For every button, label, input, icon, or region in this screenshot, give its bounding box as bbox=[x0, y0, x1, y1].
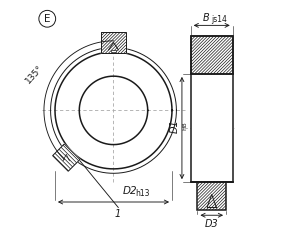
Bar bbox=[191, 36, 233, 74]
Polygon shape bbox=[101, 32, 126, 53]
Bar bbox=[198, 182, 226, 210]
Text: 1: 1 bbox=[115, 209, 121, 219]
Text: js14: js14 bbox=[211, 15, 226, 24]
Text: E: E bbox=[44, 14, 51, 24]
Bar bbox=[111, 50, 116, 52]
Bar bbox=[101, 32, 126, 53]
Bar bbox=[191, 36, 233, 74]
Bar bbox=[198, 182, 226, 210]
Polygon shape bbox=[191, 74, 233, 182]
Polygon shape bbox=[53, 144, 80, 171]
Text: B: B bbox=[203, 13, 210, 23]
Text: h13: h13 bbox=[136, 189, 150, 198]
Text: D2: D2 bbox=[122, 186, 137, 196]
Bar bbox=[101, 32, 126, 53]
Text: D1: D1 bbox=[170, 119, 180, 133]
Bar bbox=[101, 32, 126, 53]
Bar bbox=[191, 36, 233, 182]
Polygon shape bbox=[53, 144, 80, 171]
Text: D3: D3 bbox=[205, 218, 219, 229]
Bar bbox=[198, 182, 226, 210]
Bar bbox=[191, 36, 233, 74]
Text: 135°: 135° bbox=[23, 63, 45, 85]
Text: H8: H8 bbox=[182, 122, 187, 130]
